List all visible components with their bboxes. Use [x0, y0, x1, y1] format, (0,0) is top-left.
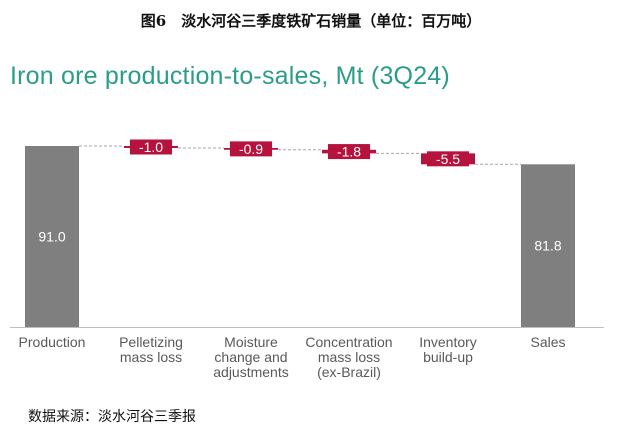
data-label-3: -1.8 [337, 144, 361, 160]
data-label-4: -5.5 [436, 151, 460, 167]
data-label-5: 81.8 [534, 238, 561, 254]
data-label-box-1 [129, 139, 173, 155]
data-label-0: 91.0 [38, 229, 65, 245]
tick-label-3: Concentration mass loss (ex-Brazil) [305, 334, 392, 380]
tick-label-0: Production [19, 334, 86, 350]
tick-label-5: Sales [530, 334, 565, 350]
bar-0 [25, 146, 79, 327]
tick-label-4: Inventory build-up [419, 334, 477, 365]
source-note: 数据来源：淡水河谷三季报 [28, 409, 196, 425]
chart-title: Iron ore production-to-sales, Mt (3Q24) [10, 62, 450, 90]
data-label-box-4 [426, 151, 470, 167]
data-label-1: -1.0 [139, 139, 163, 155]
tick-label-1: Pelletizing mass loss [119, 334, 183, 365]
figure-label: 图6 淡水河谷三季度铁矿石销量（单位：百万吨） [140, 12, 482, 30]
data-label-box-2 [229, 141, 273, 157]
data-label-2: -0.9 [239, 141, 263, 157]
tick-label-2: Moisture change and adjustments [213, 334, 288, 380]
data-label-box-3 [327, 144, 371, 160]
bar-5 [521, 164, 575, 327]
